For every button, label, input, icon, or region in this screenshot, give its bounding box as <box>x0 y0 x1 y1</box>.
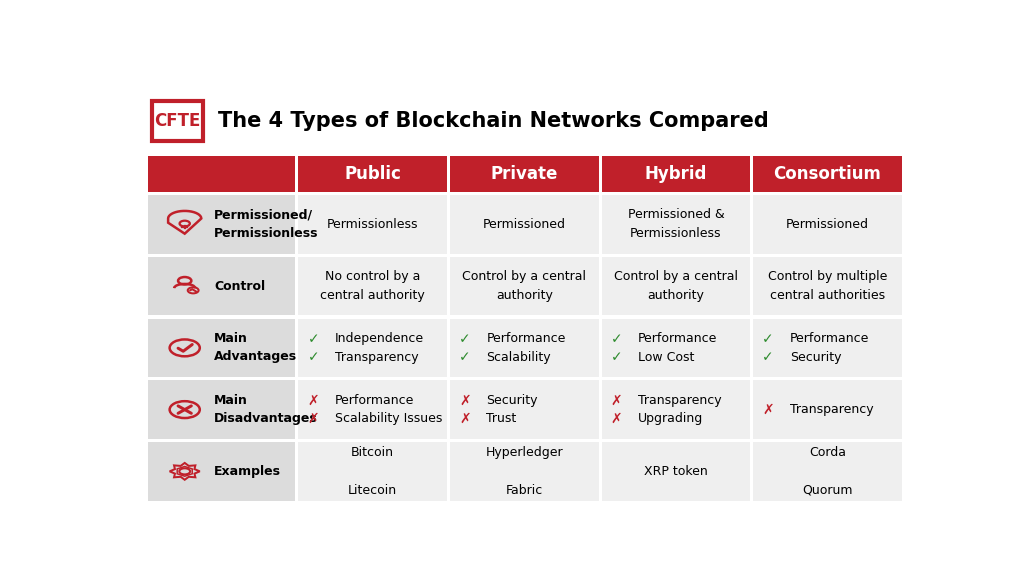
Text: Upgrading: Upgrading <box>638 412 703 425</box>
Text: ✗: ✗ <box>307 393 319 407</box>
FancyBboxPatch shape <box>298 380 446 439</box>
Text: ✓: ✓ <box>307 332 319 346</box>
FancyBboxPatch shape <box>152 101 204 141</box>
FancyBboxPatch shape <box>602 156 751 192</box>
Text: ✗: ✗ <box>763 403 774 416</box>
Text: Performance: Performance <box>638 332 718 345</box>
FancyBboxPatch shape <box>451 442 599 501</box>
FancyBboxPatch shape <box>451 156 599 192</box>
FancyBboxPatch shape <box>602 319 751 377</box>
Text: Security: Security <box>486 394 538 407</box>
Text: Permissioned: Permissioned <box>786 218 869 231</box>
Text: Transparency: Transparency <box>335 351 419 363</box>
Text: Permissioned: Permissioned <box>482 218 566 231</box>
Text: Control by multiple
central authorities: Control by multiple central authorities <box>768 270 887 302</box>
Text: ✓: ✓ <box>459 350 471 364</box>
Text: Performance: Performance <box>790 332 869 345</box>
Text: Main
Advantages: Main Advantages <box>214 332 297 363</box>
Text: Trust: Trust <box>486 412 517 425</box>
FancyBboxPatch shape <box>298 442 446 501</box>
Text: ✓: ✓ <box>763 350 774 364</box>
Text: ✗: ✗ <box>610 393 623 407</box>
Text: Main
Disadvantages: Main Disadvantages <box>214 394 317 425</box>
FancyBboxPatch shape <box>298 156 446 192</box>
Text: CFTE: CFTE <box>155 112 201 130</box>
FancyBboxPatch shape <box>451 319 599 377</box>
FancyBboxPatch shape <box>754 156 902 192</box>
Text: Hybrid: Hybrid <box>645 165 708 183</box>
Text: Control by a central
authority: Control by a central authority <box>614 270 738 302</box>
Text: Private: Private <box>490 165 558 183</box>
FancyBboxPatch shape <box>754 319 902 377</box>
Text: Examples: Examples <box>214 465 282 478</box>
FancyBboxPatch shape <box>298 195 446 253</box>
Text: ✓: ✓ <box>307 350 319 364</box>
Text: Consortium: Consortium <box>773 165 882 183</box>
Text: ✓: ✓ <box>763 332 774 346</box>
Text: ✗: ✗ <box>610 412 623 426</box>
Text: Permissioned/
Permissionless: Permissioned/ Permissionless <box>214 209 318 240</box>
FancyBboxPatch shape <box>602 442 751 501</box>
Text: XRP token: XRP token <box>644 465 708 478</box>
Text: ✓: ✓ <box>610 350 623 364</box>
FancyBboxPatch shape <box>298 257 446 316</box>
FancyBboxPatch shape <box>602 257 751 316</box>
Text: Low Cost: Low Cost <box>638 351 694 363</box>
Text: Performance: Performance <box>486 332 566 345</box>
FancyBboxPatch shape <box>602 195 751 253</box>
Text: ✗: ✗ <box>459 412 471 426</box>
Text: Scalability Issues: Scalability Issues <box>335 412 442 425</box>
FancyBboxPatch shape <box>754 442 902 501</box>
FancyBboxPatch shape <box>147 442 295 501</box>
FancyBboxPatch shape <box>451 380 599 439</box>
Text: ✗: ✗ <box>459 393 471 407</box>
FancyBboxPatch shape <box>147 380 295 439</box>
FancyBboxPatch shape <box>147 156 295 192</box>
FancyBboxPatch shape <box>147 195 295 253</box>
Text: Security: Security <box>790 351 841 363</box>
FancyBboxPatch shape <box>602 380 751 439</box>
Text: Scalability: Scalability <box>486 351 551 363</box>
Text: Permissionless: Permissionless <box>327 218 419 231</box>
Text: Transparency: Transparency <box>638 394 722 407</box>
FancyBboxPatch shape <box>147 319 295 377</box>
Text: ✓: ✓ <box>459 332 471 346</box>
Text: Corda

Quorum: Corda Quorum <box>802 446 853 497</box>
FancyBboxPatch shape <box>298 319 446 377</box>
FancyBboxPatch shape <box>754 195 902 253</box>
Text: No control by a
central authority: No control by a central authority <box>321 270 425 302</box>
FancyBboxPatch shape <box>451 195 599 253</box>
Text: The 4 Types of Blockchain Networks Compared: The 4 Types of Blockchain Networks Compa… <box>218 111 768 131</box>
FancyBboxPatch shape <box>754 380 902 439</box>
FancyBboxPatch shape <box>754 257 902 316</box>
Text: Public: Public <box>344 165 401 183</box>
Text: Independence: Independence <box>335 332 424 345</box>
Text: Control: Control <box>214 279 265 293</box>
Text: Permissioned &
Permissionless: Permissioned & Permissionless <box>628 209 724 240</box>
Text: Bitcoin

Litecoin: Bitcoin Litecoin <box>348 446 397 497</box>
FancyBboxPatch shape <box>451 257 599 316</box>
Text: ✓: ✓ <box>610 332 623 346</box>
Text: ✗: ✗ <box>307 412 319 426</box>
Text: Control by a central
authority: Control by a central authority <box>462 270 587 302</box>
Text: Performance: Performance <box>335 394 415 407</box>
Text: Hyperledger

Fabric: Hyperledger Fabric <box>485 446 563 497</box>
FancyBboxPatch shape <box>147 257 295 316</box>
Text: Transparency: Transparency <box>790 403 873 416</box>
